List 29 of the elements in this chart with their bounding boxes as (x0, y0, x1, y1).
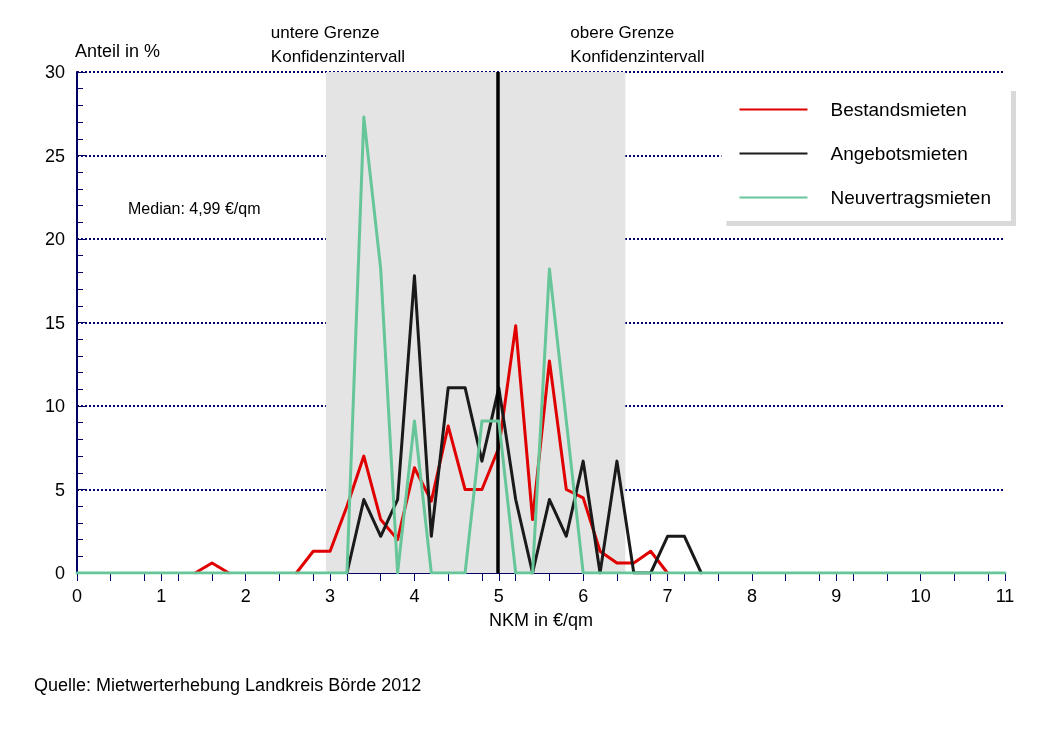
source-note: Quelle: Mietwerterhebung Landkreis Börde 2012 (34, 675, 422, 695)
x-tick-label: 9 (831, 586, 842, 606)
y-tick-label: 0 (54, 563, 65, 583)
y-tick-label: 10 (44, 396, 65, 416)
x-tick-label: 0 (71, 586, 83, 606)
text: obere Grenze Konfidenzintervall (570, 22, 705, 66)
x-tick-label: 5 (493, 586, 504, 606)
x-axis-title: NKM in €/qm (488, 610, 594, 630)
legend-label: Neuvertragsmieten (830, 187, 992, 208)
y-tick-label: 15 (44, 312, 65, 333)
annotation: Median: 4,99 €/qm (128, 199, 261, 217)
text: untere Grenze Konfidenzintervall (270, 22, 406, 66)
x-tick-label: 11 (995, 586, 1015, 606)
x-tick-label: 8 (746, 586, 757, 606)
x-tick-label: 4 (409, 586, 420, 606)
line-series (345, 274, 703, 575)
y-tick-label: 5 (54, 479, 65, 500)
y-tick-label: 20 (44, 229, 65, 249)
x-tick-label: 6 (578, 586, 589, 606)
y-axis-title: Anteil in % (75, 41, 161, 61)
y-tick-label: 30 (44, 62, 65, 82)
y-tick-label: 25 (44, 145, 65, 166)
x-tick-label: 3 (325, 586, 336, 606)
x-tick-label: 7 (662, 586, 673, 606)
x-tick-label: 10 (910, 586, 931, 606)
legend-label: Angebotsmieten (830, 143, 968, 164)
x-tick-label: 2 (240, 586, 251, 606)
x-tick-label: 1 (156, 586, 167, 606)
legend-label: Bestandsmieten (830, 99, 967, 120)
